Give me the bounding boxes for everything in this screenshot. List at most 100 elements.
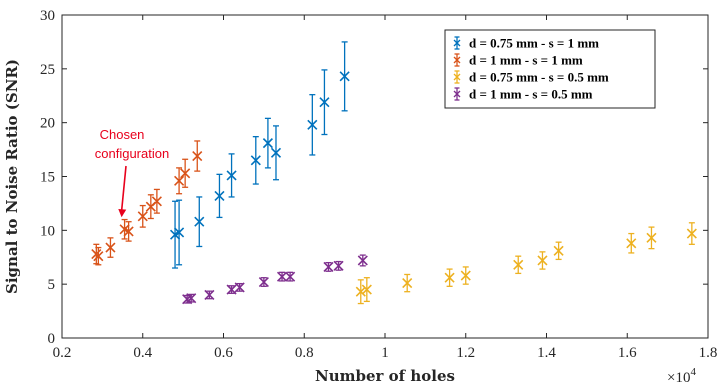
data-point <box>250 136 261 185</box>
x-marker <box>250 155 261 166</box>
x-marker <box>192 150 203 162</box>
data-point <box>226 153 237 198</box>
x-marker <box>262 138 273 149</box>
data-point <box>137 204 148 228</box>
x-marker <box>355 286 366 297</box>
data-point <box>180 158 191 188</box>
data-point <box>276 271 288 282</box>
data-point <box>192 140 203 172</box>
legend-marker <box>453 56 461 64</box>
data-point <box>513 255 524 275</box>
ticks-layer: 0.2 0.4 0.6 0.8 1 1.2 1.4 1.6 1.8 0 5 10 15 20 25 30 <box>40 8 717 361</box>
x-marker <box>626 238 637 249</box>
x-marker <box>105 242 116 253</box>
legend-symbol-1 <box>453 53 461 67</box>
data-point <box>323 261 334 273</box>
data-point <box>460 266 471 285</box>
data-point <box>194 196 205 248</box>
x-marker <box>361 284 372 295</box>
data-point <box>307 94 318 156</box>
x-marker <box>270 147 282 158</box>
x-marker <box>234 282 245 293</box>
legend-marker <box>453 39 461 47</box>
data-point <box>105 237 116 258</box>
x-marker <box>186 293 197 304</box>
x-marker <box>276 271 288 282</box>
legend-label-3: d = 1 mm - s = 0.5 mm <box>469 87 593 102</box>
x-marker <box>194 216 205 227</box>
x-multiplier-base: ×10 <box>667 370 690 386</box>
x-marker <box>553 245 564 256</box>
data-point <box>93 246 104 266</box>
x-tick-label: 1.6 <box>618 345 637 361</box>
legend-label-1: d = 1 mm - s = 1 mm <box>469 53 583 68</box>
data-point <box>258 276 269 288</box>
x-marker <box>323 261 334 273</box>
x-tick-label: 0.4 <box>133 345 152 361</box>
x-marker <box>119 224 130 235</box>
y-axis-label: Signal to Noise Ratio (SNR) <box>3 59 21 294</box>
x-marker <box>444 272 455 283</box>
x-marker <box>333 260 344 271</box>
x-marker <box>151 196 162 207</box>
legend: d = 0.75 mm - s = 1 mm d = 1 mm - s = 1 m… <box>444 29 656 109</box>
y-tick-label: 20 <box>40 116 55 132</box>
y-tick-label: 5 <box>48 277 56 293</box>
series-2 <box>355 222 697 305</box>
data-point <box>123 221 134 242</box>
data-point <box>626 232 637 254</box>
x-marker <box>460 270 471 281</box>
x-marker <box>307 119 318 130</box>
legend-label-2: d = 0.75 mm - s = 0.5 mm <box>469 70 609 85</box>
series-layer <box>91 41 697 305</box>
data-point <box>355 279 366 305</box>
data-point <box>537 251 548 270</box>
legend-symbol-0 <box>453 36 461 50</box>
x-marker <box>339 71 350 82</box>
data-point <box>262 117 273 169</box>
annotation-line-1: Chosen <box>100 127 145 142</box>
x-tick-label: 0.2 <box>53 345 72 361</box>
series-0 <box>169 41 350 269</box>
legend-symbol-3 <box>453 87 461 101</box>
y-tick-label: 25 <box>40 62 55 78</box>
data-point <box>174 199 185 266</box>
data-point <box>204 289 215 300</box>
chosen-configuration-annotation: Chosen configuration <box>95 127 169 218</box>
y-tick-label: 10 <box>40 223 55 239</box>
x-marker <box>137 211 148 222</box>
data-point <box>444 268 455 287</box>
legend-marker <box>453 90 461 98</box>
x-marker <box>402 278 413 289</box>
data-point <box>214 173 225 219</box>
x-marker <box>686 228 697 239</box>
legend-box <box>444 29 656 109</box>
annotation-arrowhead <box>118 208 127 218</box>
y-tick-label: 15 <box>40 170 55 186</box>
data-point <box>686 222 697 245</box>
x-tick-label: 0.8 <box>295 345 314 361</box>
x-marker <box>180 168 191 179</box>
x-tick-label: 1 <box>381 345 389 361</box>
data-point <box>402 273 413 293</box>
series-3 <box>182 254 368 305</box>
x-marker <box>226 170 237 181</box>
x-marker <box>319 97 330 108</box>
x-marker <box>93 251 104 262</box>
data-point <box>174 167 185 195</box>
x-marker <box>537 255 548 266</box>
legend-label-0: d = 0.75 mm - s = 1 mm <box>469 36 599 51</box>
x-tick-label: 1.4 <box>537 345 556 361</box>
x-marker <box>214 190 225 201</box>
data-point <box>151 188 162 214</box>
data-point <box>186 293 197 304</box>
data-point <box>553 241 564 261</box>
x-tick-label: 1.2 <box>456 345 475 361</box>
y-tick-label: 30 <box>40 8 55 24</box>
x-marker <box>123 226 134 237</box>
data-point <box>319 69 330 136</box>
data-point <box>270 125 282 181</box>
data-point <box>339 41 350 112</box>
x-marker <box>646 232 657 243</box>
